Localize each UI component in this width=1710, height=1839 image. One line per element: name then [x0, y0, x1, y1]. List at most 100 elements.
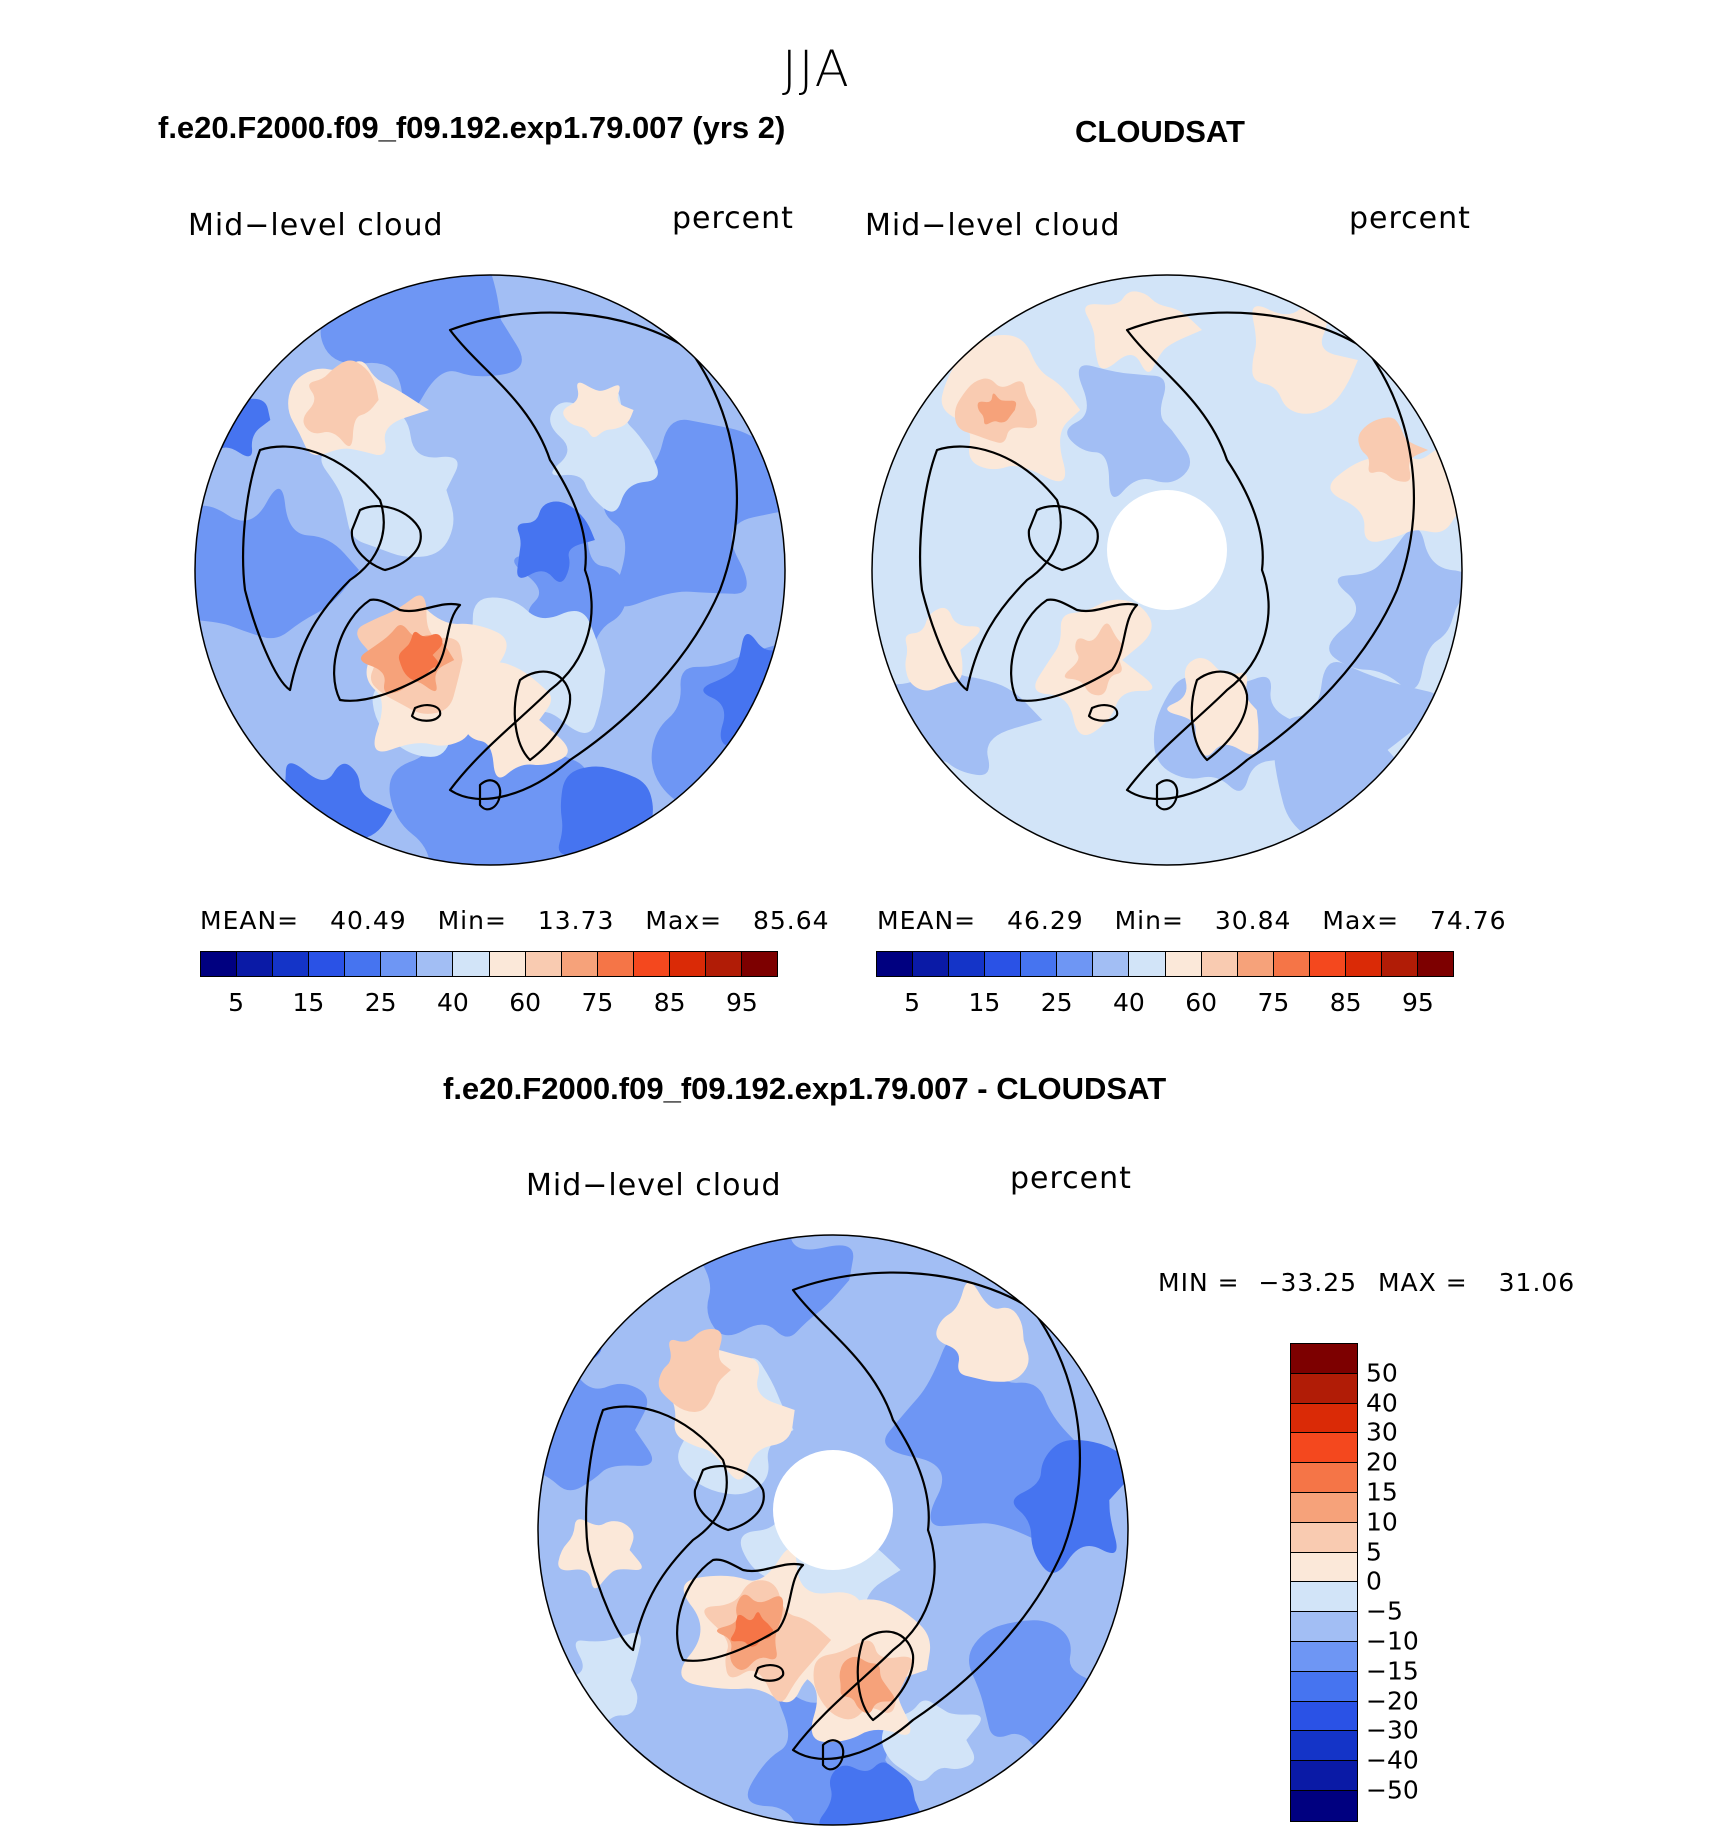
model-max-value: 85.64 — [753, 906, 830, 935]
obs-panel-title: CLOUDSAT — [1075, 114, 1245, 149]
coastline-archipelago — [350, 505, 422, 572]
model-polar-map — [194, 274, 786, 866]
model-stats-line: MEAN= 40.49 Min= 13.73 Max= 85.64 — [200, 906, 830, 935]
cloud-contour — [1085, 291, 1202, 372]
cloud-contour — [603, 419, 785, 607]
colorbar-swatch — [1291, 1790, 1357, 1821]
colorbar-swatch — [1165, 952, 1202, 976]
cloud-contour — [195, 488, 359, 639]
colorbar-swatch — [1291, 1373, 1357, 1404]
model-colorbar — [200, 951, 778, 977]
diff-minmax-line: MIN = −33.25 MAX = 31.06 — [1158, 1268, 1575, 1297]
colorbar-swatch — [633, 952, 670, 976]
colorbar-tick-label: 60 — [1185, 988, 1218, 1017]
colorbar-swatch — [1291, 1761, 1357, 1791]
cloud-contour — [1358, 417, 1429, 482]
coastline-scandinavia — [1190, 670, 1249, 762]
colorbar-tick-label: 15 — [1366, 1477, 1398, 1507]
colorbar-swatch — [1021, 952, 1058, 976]
cloud-contour — [839, 1656, 895, 1714]
coastline-namerica — [919, 445, 1062, 692]
cloud-contour — [1064, 623, 1123, 696]
model-min-value: 13.73 — [537, 906, 615, 935]
colorbar-swatch — [1291, 1433, 1357, 1464]
map-border — [871, 274, 1463, 866]
colorbar-swatch — [949, 952, 986, 976]
colorbar-swatch — [1291, 1552, 1357, 1583]
coastline-greenland — [1010, 598, 1139, 702]
missing-data-hole — [1107, 490, 1227, 610]
colorbar-tick-label: 95 — [725, 988, 758, 1017]
colorbar-swatch — [1291, 1403, 1357, 1434]
colorbar-swatch — [309, 952, 346, 976]
diff-min-value: −33.25 — [1258, 1268, 1358, 1297]
colorbar-tick-label: 40 — [436, 988, 469, 1017]
colorbar-swatch — [345, 952, 382, 976]
colorbar-swatch — [1291, 1582, 1357, 1613]
colorbar-swatch — [1201, 952, 1238, 976]
colorbar-swatch — [201, 952, 238, 976]
colorbar-swatch — [273, 952, 310, 976]
colorbar-swatch — [1291, 1463, 1357, 1493]
colorbar-tick-label: 40 — [1366, 1388, 1398, 1418]
colorbar-tick-label: 25 — [1040, 988, 1073, 1017]
colorbar-tick-label: −15 — [1366, 1656, 1419, 1686]
coastline-iceland — [753, 1664, 785, 1682]
diff-max-value: 31.06 — [1498, 1268, 1576, 1297]
colorbar-tick-label: 40 — [1112, 988, 1145, 1017]
coastline-greenland — [333, 598, 462, 702]
colorbar-tick-label: −20 — [1366, 1686, 1419, 1716]
colorbar-swatch — [1057, 952, 1094, 976]
model-mean-value: 40.49 — [330, 906, 407, 935]
diff-units-label: percent — [1010, 1161, 1132, 1196]
obs-max-label: Max= — [1322, 906, 1400, 935]
obs-mean-value: 46.29 — [1007, 906, 1084, 935]
colorbar-swatch — [1381, 952, 1418, 976]
colorbar-swatch — [525, 952, 562, 976]
cloud-contour — [303, 360, 379, 447]
colorbar-tick-label: 15 — [968, 988, 1001, 1017]
colorbar-swatch — [669, 952, 706, 976]
colorbar-swatch — [1237, 952, 1274, 976]
obs-variable-label: Mid−level cloud — [865, 208, 1121, 243]
missing-data-hole — [773, 1450, 893, 1570]
colorbar-tick-label: 75 — [1257, 988, 1290, 1017]
coastline-iceland — [410, 704, 442, 722]
colorbar-swatch — [1291, 1612, 1357, 1642]
colorbar-swatch — [877, 952, 914, 976]
colorbar-swatch — [985, 952, 1022, 976]
coastline-namerica — [242, 445, 385, 692]
coastline-eurasia — [1125, 311, 1415, 800]
obs-max-value: 74.76 — [1430, 906, 1507, 935]
colorbar-tick-label: 5 — [904, 988, 921, 1017]
cloud-contour — [977, 393, 1017, 425]
coastline-greenland — [676, 1558, 805, 1662]
obs-mean-label: MEAN= — [877, 906, 977, 935]
colorbar-swatch — [741, 952, 777, 976]
colorbar-tick-label: −30 — [1366, 1715, 1419, 1745]
model-max-label: Max= — [645, 906, 723, 935]
colorbar-tick-label: 95 — [1401, 988, 1434, 1017]
colorbar-tick-label: 30 — [1366, 1417, 1398, 1447]
model-units-label: percent — [672, 201, 794, 236]
coastlines — [919, 311, 1415, 811]
coastline-britain — [478, 779, 502, 811]
colorbar-swatch — [1309, 952, 1346, 976]
coastlines — [585, 1271, 1081, 1771]
diff-colorbar — [1290, 1343, 1358, 1822]
colorbar-tick-label: 75 — [581, 988, 614, 1017]
coastline-archipelago — [693, 1465, 765, 1532]
colorbar-swatch — [1129, 952, 1166, 976]
coastline-britain — [1155, 779, 1179, 811]
colorbar-tick-label: −5 — [1366, 1596, 1403, 1626]
colorbar-swatch — [1291, 1671, 1357, 1702]
colorbar-swatch — [705, 952, 742, 976]
colorbar-tick-label: 60 — [509, 988, 542, 1017]
colorbar-tick-label: 85 — [653, 988, 686, 1017]
colorbar-swatch — [1291, 1492, 1357, 1523]
map-field — [872, 275, 1462, 865]
colorbar-swatch — [1291, 1344, 1357, 1374]
colorbar-swatch — [1291, 1641, 1357, 1672]
map-field — [538, 1235, 1128, 1825]
diff-polar-map — [537, 1234, 1129, 1826]
